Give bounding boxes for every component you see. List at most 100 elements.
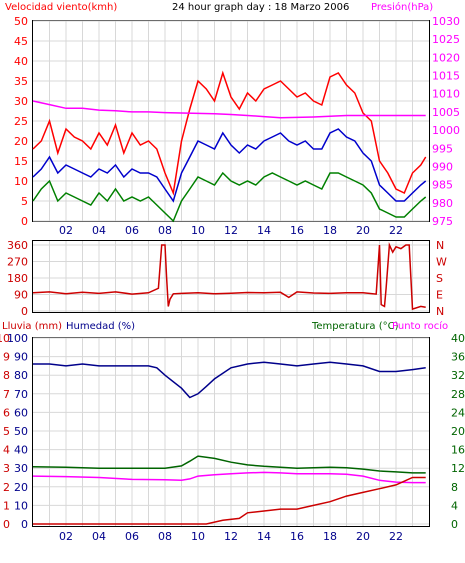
x-tick-label: 18	[323, 530, 337, 543]
wind-tick-label: 45	[14, 35, 28, 48]
rain-tick-label: 9	[3, 351, 10, 364]
x-tick-label: 04	[92, 224, 106, 237]
humidity-tick-label: 60	[14, 406, 28, 419]
wind-tick-label: 35	[14, 75, 28, 88]
wind-tick-label: 40	[14, 55, 28, 68]
rain-tick-label: 10	[0, 332, 10, 345]
rain-tick-label: 7	[3, 388, 10, 401]
humidity-tick-label: 70	[14, 388, 28, 401]
x-tick-label: 16	[290, 530, 304, 543]
humidity-series-line	[33, 361, 426, 399]
pressure-tick-label: 995	[432, 142, 453, 155]
wind-tick-label: 10	[14, 175, 28, 188]
direction-series-line	[32, 242, 426, 311]
rain-series-line	[33, 476, 426, 525]
pressure-tick-label: 1005	[432, 106, 460, 119]
temperature-tick-label: 0	[451, 518, 458, 531]
temperature-tick-label: 8	[451, 481, 458, 494]
humidity-tick-label: 100	[7, 332, 28, 345]
humidity-tick-label: 10	[14, 499, 28, 512]
rain-tick-label: 1	[3, 499, 10, 512]
dewpoint-series-line	[32, 471, 426, 484]
pressure-axis-label: Presión(hPa)	[371, 1, 433, 13]
compass-tick-label: S	[436, 272, 443, 285]
wind-tick-label: 20	[14, 135, 28, 148]
avg-series-line	[32, 128, 427, 203]
temperature-tick-label: 40	[451, 332, 465, 345]
chart-title: 24 hour graph day : 18 Marzo 2006	[172, 2, 349, 13]
x-tick-label: 14	[257, 224, 271, 237]
wind-tick-label: 0	[21, 215, 28, 228]
temperature-axis-label: Temperatura (°C)	[311, 321, 399, 332]
direction-tick-label: 360	[7, 239, 28, 252]
x-tick-label: 08	[158, 224, 172, 237]
temperature-tick-label: 24	[451, 406, 465, 419]
x-tick-label: 06	[125, 224, 139, 237]
humidity-tick-label: 50	[14, 425, 28, 438]
x-tick-label: 18	[323, 224, 337, 237]
x-tick-label: 10	[191, 224, 205, 237]
compass-tick-label: N	[436, 239, 444, 252]
x-tick-label: 22	[389, 224, 403, 237]
x-tick-label: 16	[290, 224, 304, 237]
x-tick-label: 02	[59, 530, 73, 543]
humidity-tick-label: 0	[21, 518, 28, 531]
x-tick-label: 02	[59, 224, 73, 237]
temperature-tick-label: 12	[451, 462, 465, 475]
gust-series-line	[32, 70, 427, 196]
rain-tick-label: 5	[3, 425, 10, 438]
humidity-tick-label: 40	[14, 444, 28, 457]
direction-tick-label: 0	[21, 305, 28, 318]
wind-tick-label: 50	[14, 15, 28, 28]
direction-panel-frame	[32, 240, 430, 313]
pressure-tick-label: 980	[432, 197, 453, 210]
temperature-tick-label: 36	[451, 351, 465, 364]
wind-tick-label: 5	[21, 195, 28, 208]
wind-tick-label: 30	[14, 95, 28, 108]
humidity-tick-label: 20	[14, 481, 28, 494]
direction-tick-label: 180	[7, 272, 28, 285]
x-tick-label: 14	[257, 530, 271, 543]
x-tick-label: 04	[92, 530, 106, 543]
pressure-tick-label: 1000	[432, 124, 460, 137]
rain-tick-label: 3	[3, 462, 10, 475]
direction-tick-label: 90	[14, 289, 28, 302]
rain-tick-label: 2	[3, 481, 10, 494]
wind-tick-label: 25	[14, 115, 28, 128]
rain-tick-label: 4	[3, 444, 10, 457]
pressure-tick-label: 1015	[432, 70, 460, 83]
x-tick-label: 20	[356, 530, 370, 543]
direction-tick-label: 270	[7, 256, 28, 269]
humidity-tick-label: 80	[14, 369, 28, 382]
wind-axis-label: Velocidad viento(kmh)	[5, 2, 117, 13]
pressure-tick-label: 1020	[432, 51, 460, 64]
temperature-tick-label: 32	[451, 369, 465, 382]
rain-axis-label: Lluvia (mm)	[2, 321, 62, 332]
rain-tick-label: 8	[3, 369, 10, 382]
rain-tick-label: 0	[3, 518, 10, 531]
x-tick-label: 12	[224, 224, 238, 237]
x-tick-label: 08	[158, 530, 172, 543]
pressure-tick-label: 985	[432, 179, 453, 192]
pressure-tick-label: 1010	[432, 88, 460, 101]
compass-tick-label: E	[436, 289, 443, 302]
low-series-line	[32, 171, 427, 223]
x-tick-label: 06	[125, 530, 139, 543]
temperature-tick-label: 20	[451, 425, 465, 438]
pressure-tick-label: 1025	[432, 33, 460, 46]
pressure-tick-label: 975	[432, 215, 453, 228]
pressure-tick-label: 990	[432, 160, 453, 173]
dewpoint-axis-label: Punto rocío	[392, 320, 448, 332]
wind-tick-label: 15	[14, 155, 28, 168]
rain-tick-label: 6	[3, 406, 10, 419]
pressure-series-line	[32, 100, 426, 119]
x-tick-label: 20	[356, 224, 370, 237]
compass-tick-label: W	[436, 256, 447, 269]
temperature-series-line	[32, 455, 426, 474]
temperature-tick-label: 16	[451, 444, 465, 457]
pressure-tick-label: 1030	[432, 15, 460, 28]
x-tick-label: 22	[389, 530, 403, 543]
temperature-tick-label: 4	[451, 499, 458, 512]
temperature-tick-label: 28	[451, 388, 465, 401]
